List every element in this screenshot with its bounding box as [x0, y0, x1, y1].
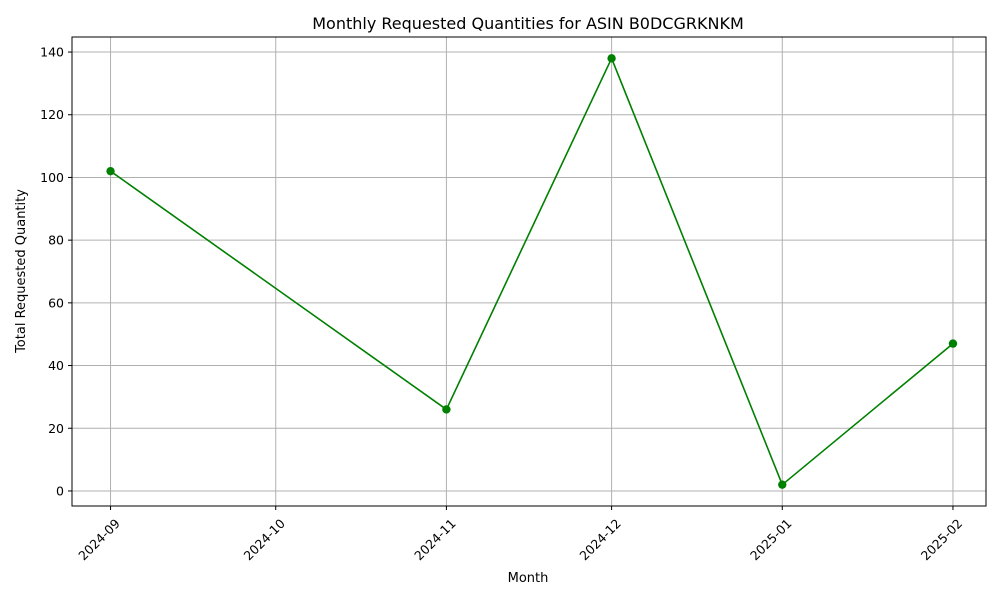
data-point — [948, 339, 958, 348]
data-point — [106, 166, 115, 176]
y-tick-label: 120 — [40, 107, 64, 122]
y-tick-label: 80 — [48, 233, 64, 248]
x-tick-label: 2024-09 — [75, 516, 123, 564]
x-tick-label: 2024-12 — [576, 516, 624, 564]
y-axis: 0 20 40 60 80 100 120 140 — [40, 45, 72, 498]
x-axis-label: Month — [508, 571, 549, 586]
x-tick-label: 2024-10 — [240, 516, 288, 564]
x-tick-label: 2025-02 — [918, 516, 966, 564]
series-layer — [106, 54, 958, 489]
x-tick-label: 2024-11 — [411, 516, 459, 564]
y-tick-label: 100 — [40, 170, 64, 185]
x-tick-label: 2025-01 — [747, 516, 795, 564]
chart-title: Monthly Requested Quantities for ASIN B0… — [312, 14, 744, 33]
series-line — [110, 57, 954, 486]
y-tick-label: 20 — [48, 421, 64, 436]
x-axis: 2024-09 2024-10 2024-11 2024-12 2025-01 2025-… — [75, 506, 965, 563]
y-tick-label: 140 — [40, 45, 64, 60]
data-point — [778, 480, 787, 489]
grid — [72, 37, 986, 506]
data-point — [607, 54, 616, 63]
y-tick-label: 0 — [56, 483, 64, 498]
y-tick-label: 60 — [48, 295, 64, 310]
y-axis-label: Total Requested Quantity — [14, 189, 29, 354]
y-tick-label: 40 — [48, 358, 64, 373]
data-point — [442, 405, 451, 414]
plot-frame — [71, 36, 987, 507]
